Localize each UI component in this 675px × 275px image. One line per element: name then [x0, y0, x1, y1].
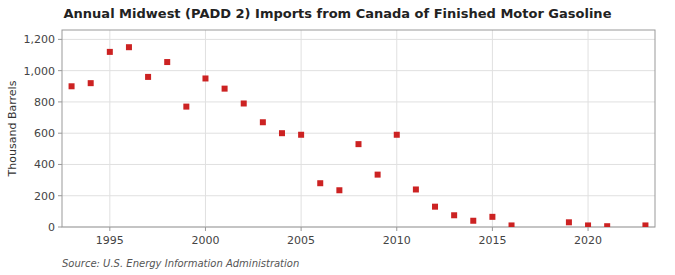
y-tick	[58, 164, 62, 165]
point	[279, 130, 285, 136]
y-tick-label: 800	[34, 96, 55, 109]
x-tick-label: 2015	[478, 234, 506, 247]
point	[375, 172, 381, 178]
point	[260, 119, 266, 125]
y-grid-line	[62, 164, 655, 165]
x-grid-line	[588, 30, 589, 227]
point	[642, 222, 648, 227]
point	[298, 132, 304, 138]
x-tick	[588, 227, 589, 231]
x-grid-line	[492, 30, 493, 227]
source-note: Source: U.S. Energy Information Administ…	[62, 258, 299, 269]
x-tick	[205, 227, 206, 231]
axes: 0 200 400 600 800 1,000 1,200 1995 2000 2005 2010 2…	[24, 33, 603, 247]
point	[317, 180, 323, 186]
x-tick-label: 2005	[287, 234, 315, 247]
y-tick-label: 1,200	[24, 33, 56, 46]
y-axis-label: Thousand Barrels	[6, 80, 19, 177]
point	[69, 83, 75, 89]
point	[356, 141, 362, 147]
point	[88, 80, 94, 86]
x-tick-label: 2010	[383, 234, 411, 247]
point	[509, 222, 515, 227]
x-tick	[492, 227, 493, 231]
point	[489, 214, 495, 220]
point	[394, 132, 400, 138]
chart-svg: 0 200 400 600 800 1,000 1,200 1995 2000 2005 2010 2…	[0, 0, 675, 275]
x-tick	[109, 227, 110, 231]
y-grid-line	[62, 70, 655, 71]
x-tick	[301, 227, 302, 231]
x-tick-label: 2020	[574, 234, 602, 247]
x-grid-line	[396, 30, 397, 227]
point	[451, 212, 457, 218]
x-tick-label: 2000	[191, 234, 219, 247]
point	[183, 104, 189, 110]
point	[566, 219, 572, 225]
plot-frame	[62, 30, 655, 227]
chart-container: 0 200 400 600 800 1,000 1,200 1995 2000 2005 2010 2…	[0, 0, 675, 275]
y-tick	[58, 227, 62, 228]
background	[0, 0, 675, 275]
y-tick-label: 0	[48, 221, 55, 234]
y-tick	[58, 70, 62, 71]
y-grid-line	[62, 39, 655, 40]
point	[241, 100, 247, 106]
point	[470, 218, 476, 224]
point	[585, 222, 591, 227]
y-tick	[58, 39, 62, 40]
y-grid-line	[62, 133, 655, 134]
point	[107, 49, 113, 55]
point	[336, 187, 342, 193]
point	[413, 186, 419, 192]
y-tick	[58, 133, 62, 134]
points	[69, 44, 649, 227]
x-grid-line	[205, 30, 206, 227]
title: Annual Midwest (PADD 2) Imports from Can…	[64, 6, 612, 21]
y-tick-label: 400	[34, 158, 55, 171]
point	[432, 204, 438, 210]
y-grid-line	[62, 195, 655, 196]
point	[126, 44, 132, 50]
x-grid-line	[109, 30, 110, 227]
point	[222, 86, 228, 92]
x-tick	[396, 227, 397, 231]
point	[145, 74, 151, 80]
x-grid-line	[301, 30, 302, 227]
y-tick-label: 600	[34, 127, 55, 140]
point	[604, 223, 610, 227]
y-tick-label: 1,000	[24, 65, 56, 78]
y-tick	[58, 101, 62, 102]
point	[202, 75, 208, 81]
point	[164, 59, 170, 65]
y-grid-line	[62, 101, 655, 102]
grid	[62, 30, 655, 227]
y-tick	[58, 195, 62, 196]
y-tick-label: 200	[34, 190, 55, 203]
x-tick-label: 1995	[96, 234, 124, 247]
